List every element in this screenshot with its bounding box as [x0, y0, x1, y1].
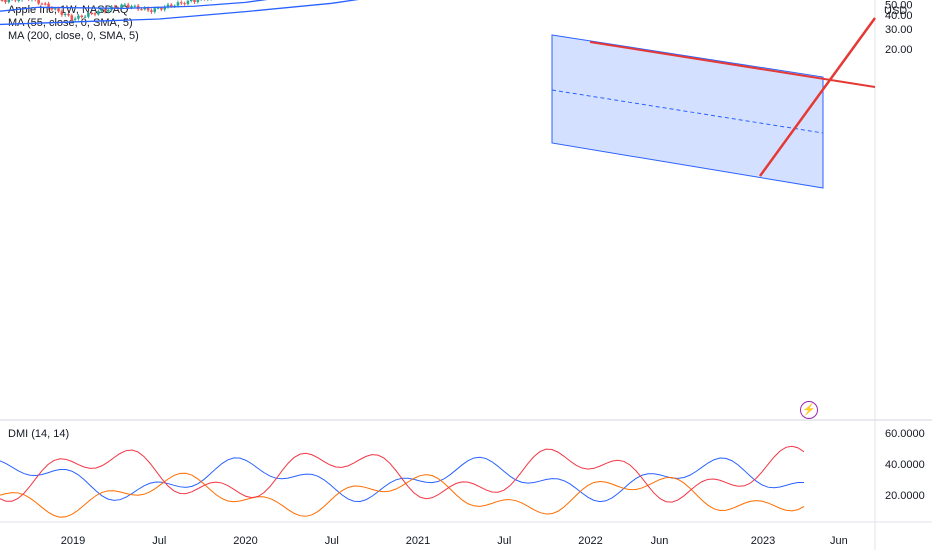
candle-body: [156, 7, 160, 9]
y-tick-label: 60.00: [885, 0, 913, 2]
candle-body: [77, 15, 80, 19]
candle-body: [130, 6, 133, 8]
candle-body: [7, 0, 11, 3]
candle-body: [183, 3, 186, 5]
candle-body: [97, 11, 100, 15]
dmi-adx-line: [0, 445, 805, 503]
ma55-legend[interactable]: MA (55, close, 0, SMA, 5): [8, 17, 133, 29]
resistance-line: [589, 41, 876, 88]
candle-body: [50, 7, 54, 10]
candle-body: [176, 2, 180, 6]
flash-icon[interactable]: ⚡: [800, 401, 818, 419]
candle-body: [163, 6, 166, 10]
dmi-title[interactable]: DMI (14, 14): [8, 428, 70, 440]
candle-body: [193, 0, 196, 2]
candle-body: [80, 15, 84, 18]
x-tick-label: 2022: [578, 535, 602, 547]
candle-body: [0, 0, 4, 1]
candle-body: [4, 0, 7, 3]
dmi-tick-label: 40.0000: [885, 459, 925, 471]
channel-midline: [551, 89, 824, 134]
candle-body: [173, 5, 176, 7]
candle-body: [166, 4, 170, 7]
candle-body: [47, 3, 50, 8]
candle-body: [87, 13, 90, 17]
ma200-legend[interactable]: MA (200, close, 0, SMA, 5): [8, 30, 139, 42]
candle-body: [53, 8, 57, 10]
y-tick-label: 20.00: [885, 44, 913, 56]
ma200-line: [0, 0, 359, 26]
dmi-tick-label: 20.0000: [885, 490, 925, 502]
candle-body: [57, 8, 60, 12]
ma55-line: [0, 0, 268, 12]
candle-body: [40, 3, 44, 5]
candle-body: [37, 0, 40, 4]
candle-body: [106, 9, 110, 12]
candle-body: [63, 13, 67, 15]
candle-body: [150, 10, 153, 12]
candle-body: [179, 2, 183, 4]
candle-body: [83, 16, 87, 18]
candle-body: [17, 0, 21, 1]
currency-label: USD: [884, 5, 907, 17]
dmi-minus-line: [0, 472, 805, 518]
candle-body: [186, 0, 190, 5]
candle-body: [160, 7, 163, 10]
candle-body: [126, 4, 130, 8]
candle-body: [60, 11, 64, 15]
x-tick-label: Jul: [325, 535, 339, 547]
candle-body: [153, 8, 157, 12]
candle-body: [133, 5, 137, 7]
candle-body: [93, 13, 97, 15]
candle-body: [70, 15, 74, 20]
candle-body: [170, 4, 173, 7]
candle-body: [146, 7, 150, 11]
x-tick-label: 2020: [233, 535, 257, 547]
y-tick-label: 30.00: [885, 24, 913, 36]
y-tick-label: 40.00: [885, 10, 913, 22]
candle-body: [143, 7, 147, 10]
x-tick-label: Jul: [497, 535, 511, 547]
x-tick-label: 2021: [406, 535, 430, 547]
x-tick-label: Jun: [651, 535, 669, 547]
candle-body: [120, 4, 123, 9]
candle-body: [73, 18, 77, 20]
dmi-tick-label: 60.0000: [885, 428, 925, 440]
candle-body: [67, 13, 70, 16]
candle-body: [140, 9, 143, 11]
trend-line: [758, 17, 877, 177]
x-tick-label: 2019: [61, 535, 85, 547]
candle-body: [90, 13, 94, 15]
candle-body: [43, 3, 47, 5]
candle-body: [123, 4, 127, 6]
x-tick-label: Jul: [152, 535, 166, 547]
candle-body: [113, 6, 117, 9]
candle-body: [103, 9, 107, 12]
candle-body: [100, 9, 103, 12]
candle-body: [196, 0, 200, 2]
price-legend: Apple Inc, 1W, NASDAQ MA (55, close, 0, …: [8, 4, 139, 43]
x-tick-label: Jun: [830, 535, 848, 547]
descending-channel: [551, 34, 824, 189]
y-tick-label: 50.00: [885, 0, 913, 11]
dmi-legend: DMI (14, 14): [8, 428, 69, 441]
candle-body: [189, 0, 193, 1]
x-tick-label: 2023: [751, 535, 775, 547]
